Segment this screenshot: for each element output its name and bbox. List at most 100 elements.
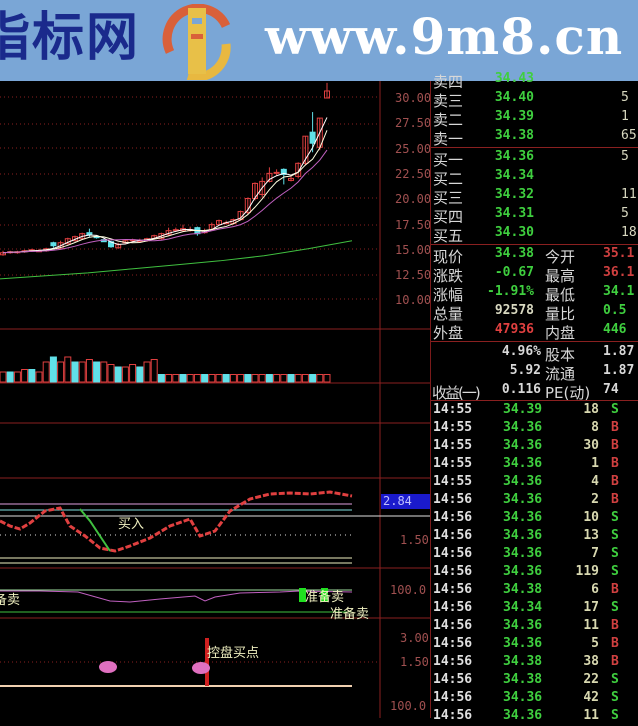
volume-bar <box>129 364 137 383</box>
candle-body <box>158 233 165 240</box>
order-label: 买四 <box>433 208 464 226</box>
tick-side: S <box>611 672 619 687</box>
tick-volume: 8 <box>591 420 599 435</box>
stat-value: 47936 <box>494 322 534 337</box>
sell-signal-bar <box>299 588 306 602</box>
tick-volume: 38 <box>583 654 599 669</box>
tick-price: 34.38 <box>503 582 543 597</box>
candle-body <box>288 177 294 181</box>
fin-label: PE(动) <box>545 384 591 402</box>
volume-bar <box>287 374 295 383</box>
order-label: 买五 <box>433 227 464 245</box>
brand-text: 指标网 <box>0 8 141 68</box>
stat-label: 涨幅 <box>433 286 464 304</box>
volume-bar <box>229 374 237 383</box>
tick-price: 34.36 <box>503 528 543 543</box>
volume-bar <box>179 374 187 383</box>
fin-value: 1.87 <box>603 344 635 359</box>
tick-price: 34.38 <box>503 672 543 687</box>
volume-bar <box>143 361 151 383</box>
tick-time: 14:56 <box>433 492 473 507</box>
tick-side: B <box>611 636 619 651</box>
order-volume: 65 <box>621 128 637 143</box>
tick-price: 34.36 <box>503 456 543 471</box>
fin-row: 5.92 流通 1.87 <box>431 363 638 383</box>
tick-volume: 7 <box>591 546 599 561</box>
tick-volume: 17 <box>583 600 599 615</box>
stat-value: 35.1 <box>603 246 635 261</box>
stat-row: 涨跌 -0.67 最高 36.1 <box>431 265 638 285</box>
sell-order-row: 卖二 34.39 1 <box>431 109 638 129</box>
volume-bar <box>251 374 259 383</box>
ma-line <box>2 130 328 254</box>
tick-row: 14:55 34.36 4 B <box>431 474 638 492</box>
tick-volume: 22 <box>583 672 599 687</box>
volume-bar <box>21 369 29 383</box>
price-axis-label: 25.00 <box>395 141 432 156</box>
volume-bar <box>78 361 86 383</box>
candle-body <box>266 172 273 182</box>
volume-bar <box>0 371 7 383</box>
logo-icon <box>162 4 231 80</box>
fin-value: 5.92 <box>509 363 541 378</box>
volume-bar <box>136 366 144 383</box>
tick-time: 14:56 <box>433 618 473 633</box>
order-volume: 18 <box>621 225 637 240</box>
prep-sell-label: 备卖 <box>0 593 21 608</box>
divider <box>431 147 638 148</box>
volume-bar <box>273 374 281 383</box>
volume-bar <box>157 374 165 383</box>
candle-body <box>280 168 287 175</box>
price-axis-label: 10.00 <box>395 293 432 308</box>
candle-body <box>172 229 179 232</box>
stat-value: -1.91% <box>487 284 534 299</box>
axis-label: 100.0 <box>390 699 427 713</box>
tick-row: 14:56 34.36 10 S <box>431 510 638 528</box>
tick-time: 14:56 <box>433 528 473 543</box>
tick-side: B <box>611 492 619 507</box>
tick-volume: 119 <box>575 564 599 579</box>
tick-price: 34.36 <box>503 492 543 507</box>
tick-row: 14:56 34.36 119 S <box>431 564 638 582</box>
order-label: 买二 <box>433 170 464 188</box>
order-label: 卖四 <box>433 73 464 91</box>
stat-label: 量比 <box>545 305 576 323</box>
tick-volume: 1 <box>591 456 599 471</box>
volume-bar <box>244 374 252 383</box>
price-axis-label: 22.50 <box>395 166 432 181</box>
candle-body <box>324 90 330 99</box>
tick-side: S <box>611 528 619 543</box>
volume-bar <box>316 374 324 383</box>
step-indicator-down <box>79 508 111 552</box>
stat-value: -0.67 <box>494 265 534 280</box>
volume-bar <box>93 361 101 383</box>
tick-row: 14:56 34.36 42 S <box>431 690 638 708</box>
order-volume: 1 <box>621 109 629 124</box>
volume-bar <box>172 374 180 383</box>
order-price: 34.36 <box>494 149 534 164</box>
tick-row: 14:56 34.36 11 B <box>431 618 638 636</box>
tick-time: 14:56 <box>433 654 473 669</box>
sell-signal-bar <box>321 588 328 602</box>
fin-value: 4.96% <box>501 344 541 359</box>
flower-signal-icon <box>192 662 210 674</box>
buy-signal-label: 买入 <box>118 517 145 532</box>
tick-side: S <box>611 546 619 561</box>
ma-long-line <box>0 240 353 280</box>
site-banner: 指标网 www.9m8.cn <box>0 0 638 81</box>
tick-time: 14:56 <box>433 636 473 651</box>
prep-sell-label: 准备卖 <box>330 607 370 622</box>
tick-side: B <box>611 618 619 633</box>
stat-label: 总量 <box>433 305 464 323</box>
tick-time: 14:56 <box>433 672 473 687</box>
order-price: 34.30 <box>494 225 534 240</box>
divider <box>431 400 638 401</box>
tick-side: S <box>611 600 619 615</box>
stat-value: 92578 <box>494 303 534 318</box>
order-label: 卖三 <box>433 92 464 110</box>
order-volume: 11 <box>621 187 637 202</box>
stat-value: 446 <box>603 322 627 337</box>
fin-value: 74 <box>603 382 619 397</box>
stat-value: 34.38 <box>494 246 534 261</box>
order-label: 卖一 <box>433 130 464 148</box>
